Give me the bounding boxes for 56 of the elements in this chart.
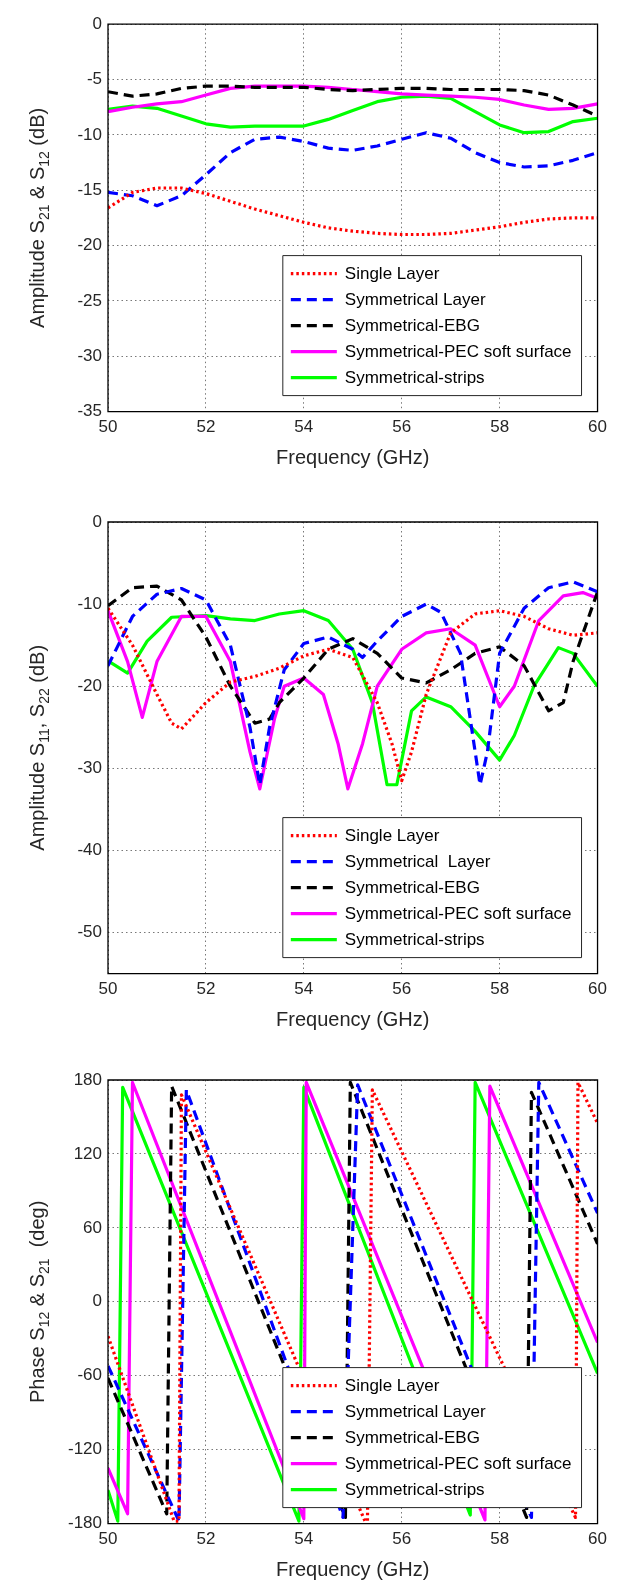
y-axis-title: Amplitude S11, S22 (dB) [25, 644, 52, 851]
y-tick-label: -10 [77, 124, 102, 144]
y-tick-label: -20 [77, 235, 102, 255]
x-tick-label: 58 [490, 979, 510, 999]
x-tick-label: 54 [294, 417, 314, 437]
x-axis-title: Frequency (GHz) [276, 1557, 430, 1580]
legend-label: Symmetrical-PEC soft surface [344, 342, 572, 362]
legend-label: Symmetrical Layer [344, 1402, 486, 1422]
x-tick-label: 58 [490, 1529, 510, 1549]
legend-label: Single Layer [344, 1376, 440, 1396]
x-tick-label: 56 [392, 417, 412, 437]
x-tick-label: 58 [490, 417, 510, 437]
y-tick-label: -60 [77, 1365, 102, 1385]
y-tick-label: 0 [92, 511, 102, 531]
legend-label: Symmetrical-strips [344, 1480, 485, 1500]
legend-label: Symmetrical Layer [344, 852, 491, 872]
y-axis-title: Amplitude S21 & S12 (dB) [25, 107, 52, 328]
y-tick-label: -20 [77, 675, 102, 695]
y-tick-label: 60 [83, 1217, 102, 1237]
legend-label: Symmetrical-PEC soft surface [344, 1454, 572, 1474]
x-tick-label: 52 [196, 979, 216, 999]
legend-label: Symmetrical-EBG [344, 316, 480, 336]
y-tick-label: 180 [73, 1069, 102, 1089]
y-tick-label: -120 [67, 1439, 102, 1459]
y-tick-label: -30 [77, 758, 102, 778]
x-tick-label: 56 [392, 979, 412, 999]
y-tick-label: 120 [73, 1143, 102, 1163]
x-tick-label: 50 [98, 979, 118, 999]
y-tick-label: -30 [77, 345, 102, 365]
y-tick-label: -25 [77, 290, 102, 310]
legend-label: Symmetrical-strips [344, 930, 485, 950]
x-tick-label: 52 [196, 417, 216, 437]
legend-label: Single Layer [344, 826, 440, 846]
x-axis-title: Frequency (GHz) [276, 445, 430, 468]
legend-label: Symmetrical-PEC soft surface [344, 904, 572, 924]
y-tick-label: -40 [77, 840, 102, 860]
y-tick-label: -5 [86, 69, 102, 89]
legend-label: Symmetrical Layer [344, 290, 486, 310]
y-tick-label: -10 [77, 593, 102, 613]
legend-label: Single Layer [344, 264, 440, 284]
legend-label: Symmetrical-EBG [344, 1428, 480, 1448]
legend-label: Symmetrical-strips [344, 368, 485, 388]
y-axis-title: Phase S12 & S21 (deg) [25, 1200, 52, 1403]
y-tick-label: -15 [77, 179, 102, 199]
x-tick-label: 60 [588, 1529, 608, 1549]
x-tick-label: 56 [392, 1529, 412, 1549]
y-tick-label: 0 [92, 1291, 102, 1311]
x-tick-label: 54 [294, 979, 314, 999]
x-tick-label: 52 [196, 1529, 216, 1549]
y-tick-label: -50 [77, 922, 102, 942]
x-tick-label: 60 [588, 979, 608, 999]
x-axis-title: Frequency (GHz) [276, 1007, 430, 1030]
legend-label: Symmetrical-EBG [344, 878, 480, 898]
x-tick-label: 54 [294, 1529, 314, 1549]
y-tick-label: 0 [92, 13, 102, 33]
x-tick-label: 60 [588, 417, 608, 437]
